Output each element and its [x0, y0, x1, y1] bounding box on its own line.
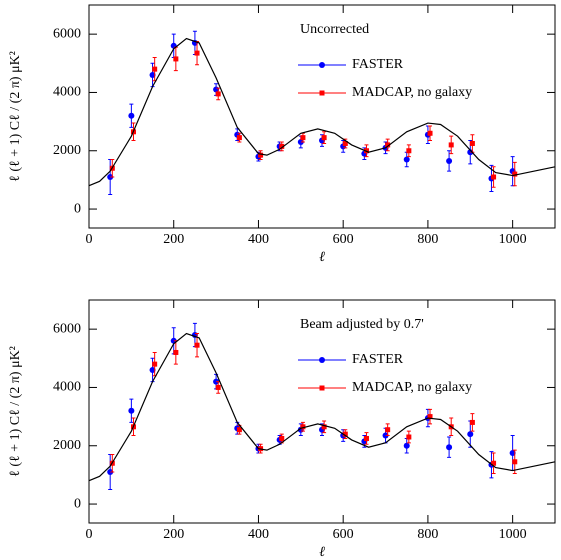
data-point [215, 91, 221, 97]
data-point [194, 342, 200, 348]
data-point [152, 66, 158, 72]
data-point [403, 442, 410, 449]
data-point [300, 424, 306, 430]
data-point [279, 435, 285, 441]
data-point [467, 431, 474, 438]
data-point [152, 361, 158, 367]
legend-label: MADCAP, no galaxy [352, 380, 472, 395]
model-curve [88, 332, 556, 482]
data-point [297, 139, 304, 146]
x-tick-label: 600 [333, 527, 354, 542]
data-point [385, 427, 391, 433]
x-tick-label: 200 [163, 527, 184, 542]
x-tick-label: 600 [333, 232, 354, 247]
annotation: Uncorrected [300, 22, 369, 37]
legend-label: FASTER [352, 352, 404, 367]
data-point [512, 171, 518, 177]
data-point [149, 71, 156, 78]
data-point [406, 148, 412, 154]
model-curve [88, 37, 556, 187]
legend-marker [319, 385, 325, 391]
data-point [107, 468, 114, 475]
x-tick-label: 400 [248, 527, 269, 542]
y-tick-label: 6000 [53, 321, 81, 336]
data-point [258, 152, 264, 158]
data-point [491, 174, 497, 180]
data-point [236, 135, 242, 141]
annotation: Beam adjusted by 0.7' [300, 317, 424, 332]
y-tick-label: 2000 [53, 438, 81, 453]
y-axis-label: ℓ (ℓ + 1) Cℓ / (2 π) μK² [8, 51, 23, 182]
data-point [128, 407, 135, 414]
data-point [149, 366, 156, 373]
data-point [406, 434, 412, 440]
x-tick-label: 1000 [499, 527, 527, 542]
data-point [467, 149, 474, 156]
plot-frame [88, 299, 556, 524]
data-point [512, 459, 518, 465]
panel: 0 2000 4000 6000 0 200 400 600 800 1000 ℓ ℓ (ℓ + 1)… [8, 299, 556, 560]
legend-label: FASTER [352, 57, 404, 72]
data-point [509, 450, 516, 457]
y-tick-label: 0 [74, 201, 81, 216]
data-point [300, 135, 306, 141]
data-point [321, 424, 327, 430]
panel: 0 2000 4000 6000 0 200 400 600 800 1000 ℓ ℓ (ℓ + 1)… [8, 4, 556, 265]
data-point [363, 435, 369, 441]
data-point [382, 432, 389, 439]
data-point [427, 130, 433, 136]
data-point [403, 156, 410, 163]
data-point [215, 384, 221, 390]
plot-frame [88, 4, 556, 229]
data-point [446, 157, 453, 164]
x-tick-label: 0 [86, 232, 93, 247]
y-tick-label: 0 [74, 496, 81, 511]
data-point [469, 419, 475, 425]
data-point [427, 414, 433, 420]
data-point [279, 143, 285, 149]
x-tick-label: 1000 [499, 232, 527, 247]
data-point [107, 173, 114, 180]
y-tick-label: 4000 [53, 85, 81, 100]
data-point [491, 460, 497, 466]
x-tick-label: 200 [163, 232, 184, 247]
data-point [342, 431, 348, 437]
data-point [446, 444, 453, 451]
data-point [173, 56, 179, 62]
legend-marker [319, 62, 325, 68]
legend-marker [319, 90, 325, 96]
data-point [448, 142, 454, 148]
x-tick-label: 0 [86, 527, 93, 542]
data-point [236, 427, 242, 433]
x-axis-label: ℓ [319, 545, 325, 560]
legend-label: MADCAP, no galaxy [352, 85, 472, 100]
x-tick-label: 400 [248, 232, 269, 247]
data-point [213, 378, 220, 385]
data-point [342, 140, 348, 146]
y-tick-label: 4000 [53, 380, 81, 395]
x-tick-label: 800 [417, 232, 438, 247]
data-point [469, 140, 475, 146]
y-tick-label: 6000 [53, 26, 81, 41]
legend-marker [319, 357, 325, 363]
data-point [194, 50, 200, 56]
y-axis-label: ℓ (ℓ + 1) Cℓ / (2 π) μK² [8, 346, 23, 477]
data-point [385, 142, 391, 148]
x-tick-label: 800 [417, 527, 438, 542]
x-axis-label: ℓ [319, 250, 325, 265]
data-point [321, 135, 327, 141]
data-point [128, 112, 135, 119]
data-point [173, 349, 179, 355]
y-tick-label: 2000 [53, 143, 81, 158]
